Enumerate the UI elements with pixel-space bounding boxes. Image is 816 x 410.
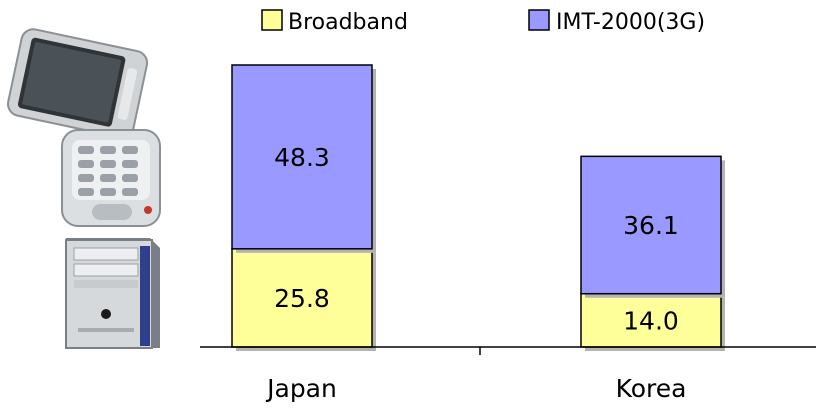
data-label-korea-broadband: 14.0 [623, 306, 679, 335]
bar-japan-imt-2000-3g [231, 64, 373, 250]
x-tick-labels: Japan Korea [265, 374, 686, 403]
bar-korea-imt-2000-3g [580, 155, 722, 295]
x-tick-label-korea: Korea [616, 374, 687, 403]
bars: 25.8 48.3 14.0 36.1 [231, 64, 725, 351]
data-label-japan-broadband: 25.8 [274, 284, 330, 313]
legend-item-broadband: Broadband [261, 9, 408, 35]
legend-label-imt2000: IMT-2000(3G) [556, 10, 705, 35]
legend-swatch-broadband [261, 9, 283, 31]
legend-label-broadband: Broadband [288, 10, 408, 35]
legend-item-imt2000: IMT-2000(3G) [528, 9, 705, 35]
mobile-phone-icon [7, 28, 161, 227]
data-label-korea-imt-2000-3g: 36.1 [623, 211, 679, 240]
bar-korea-broadband [580, 292, 722, 348]
x-tick-label-japan: Japan [265, 374, 337, 403]
legend-swatch-imt2000 [528, 9, 550, 31]
desktop-computer-icon [65, 238, 160, 349]
data-label-japan-imt-2000-3g: 48.3 [274, 143, 330, 172]
bar-japan-broadband [231, 248, 373, 348]
legend: Broadband IMT-2000(3G) [261, 9, 705, 35]
